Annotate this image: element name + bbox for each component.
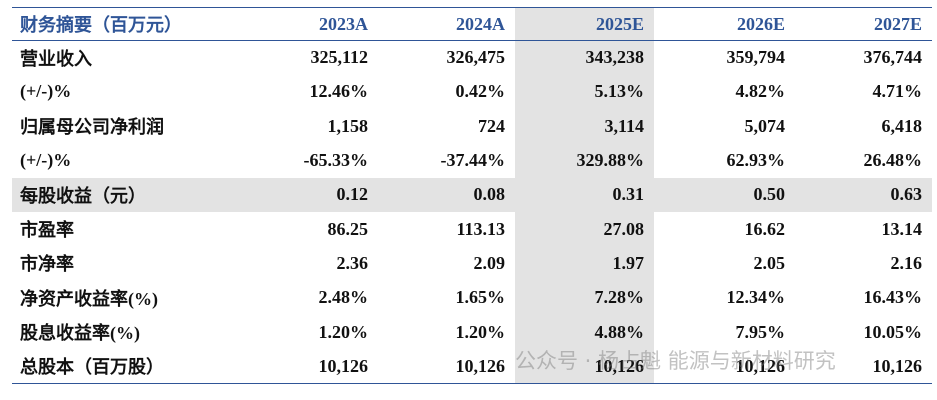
cell-value: -37.44%: [440, 150, 506, 171]
table-row: 市盈率 86.25 113.13 27.08 16.62 13.14: [12, 211, 932, 247]
table-row: 归属母公司净利润 1,158 724 3,114 5,074 6,418: [12, 109, 932, 144]
row-label: 总股本（百万股）: [20, 357, 164, 378]
cell-value: 10,126: [872, 355, 923, 376]
cell-value: 2.16: [890, 252, 923, 273]
cell-value: 10,126: [515, 349, 654, 384]
row-label: 股息收益率(%): [20, 323, 140, 344]
table-row: 净资产收益率(%) 2.48% 1.65% 7.28% 12.34% 16.43%: [12, 280, 932, 315]
cell-value: 326,475: [446, 47, 506, 68]
cell-value: 4.88%: [515, 314, 654, 350]
row-label: (+/-)%: [20, 150, 72, 171]
header-year: 2023A: [319, 13, 368, 34]
cell-value: 1.65%: [455, 287, 506, 308]
cell-value: 1.20%: [318, 321, 369, 342]
cell-value: 13.14: [881, 218, 923, 239]
header-row: 财务摘要（百万元） 2023A 2024A 2025E 2026E 2027E: [12, 7, 932, 41]
row-label: 每股收益（元）: [20, 185, 146, 206]
cell-value: 86.25: [327, 218, 369, 239]
cell-value: 1,158: [327, 115, 369, 136]
table-row: 营业收入 325,112 326,475 343,238 359,794 376,744: [12, 40, 932, 75]
cell-value: 329.88%: [515, 143, 654, 178]
cell-value: 62.93%: [726, 150, 786, 171]
cell-value: 10.05%: [863, 321, 923, 342]
table-row: 每股收益（元） 0.12 0.08 0.31 0.50 0.63: [12, 177, 932, 212]
cell-value: 4.82%: [735, 81, 786, 102]
header-title: 财务摘要（百万元）: [20, 15, 182, 35]
cell-value: 6,418: [881, 115, 923, 136]
cell-value: 16.43%: [863, 287, 923, 308]
cell-value: 0.63: [890, 184, 923, 205]
table-row: (+/-)% 12.46% 0.42% 5.13% 4.82% 4.71%: [12, 74, 932, 110]
cell-value: 376,744: [863, 47, 923, 68]
row-label: 归属母公司净利润: [20, 117, 164, 138]
header-year: 2026E: [736, 13, 785, 34]
header-year: 2025E: [515, 7, 654, 41]
cell-value: -65.33%: [303, 150, 369, 171]
cell-value: 26.48%: [863, 150, 923, 171]
header-year: 2027E: [873, 13, 922, 34]
cell-value: 113.13: [456, 218, 505, 239]
table-row: (+/-)% -65.33% -37.44% 329.88% 62.93% 26.48%: [12, 143, 932, 178]
table-body: 营业收入 325,112 326,475 343,238 359,794 376,744 (…: [12, 40, 932, 384]
cell-value: 2.36: [336, 252, 369, 273]
cell-value: 1.20%: [455, 321, 506, 342]
cell-value: 10,126: [455, 355, 506, 376]
cell-value: 7.95%: [735, 321, 786, 342]
cell-value: 359,794: [726, 47, 786, 68]
cell-value: 3,114: [515, 109, 654, 144]
row-label: 市净率: [20, 254, 74, 275]
table-row: 总股本（百万股） 10,126 10,126 10,126 10,126 10,126: [12, 349, 932, 384]
cell-value: 5,074: [744, 115, 786, 136]
cell-value: 0.31: [515, 177, 654, 212]
financial-summary-table: 财务摘要（百万元） 2023A 2024A 2025E 2026E 2027E 营业收入 3…: [12, 7, 932, 384]
row-label: 净资产收益率(%): [20, 288, 158, 309]
table-row: 市净率 2.36 2.09 1.97 2.05 2.16: [12, 246, 932, 281]
cell-value: 4.71%: [872, 81, 923, 102]
cell-value: 12.46%: [309, 81, 369, 102]
cell-value: 325,112: [310, 47, 368, 68]
cell-value: 27.08: [515, 211, 654, 247]
row-label: 营业收入: [20, 48, 92, 69]
cell-value: 343,238: [515, 40, 654, 75]
cell-value: 0.42%: [455, 81, 506, 102]
cell-value: 5.13%: [515, 74, 654, 110]
row-label: 市盈率: [20, 220, 74, 241]
cell-value: 1.97: [515, 246, 654, 281]
table-row: 股息收益率(%) 1.20% 1.20% 4.88% 7.95% 10.05%: [12, 314, 932, 350]
header-year: 2024A: [456, 13, 505, 34]
cell-value: 724: [478, 115, 505, 136]
cell-value: 16.62: [744, 218, 786, 239]
cell-value: 2.09: [473, 252, 506, 273]
cell-value: 2.05: [753, 252, 786, 273]
row-label: (+/-)%: [20, 81, 72, 102]
cell-value: 2.48%: [318, 287, 369, 308]
cell-value: 0.08: [473, 184, 506, 205]
cell-value: 7.28%: [515, 280, 654, 315]
cell-value: 10,126: [318, 355, 369, 376]
table-header: 财务摘要（百万元） 2023A 2024A 2025E 2026E 2027E: [12, 7, 932, 41]
cell-value: 10,126: [735, 355, 786, 376]
cell-value: 12.34%: [726, 287, 786, 308]
cell-value: 0.12: [336, 184, 369, 205]
watermark: 公众号 · 杨占魁 能源与新材料研究: [515, 349, 836, 373]
cell-value: 0.50: [753, 184, 786, 205]
